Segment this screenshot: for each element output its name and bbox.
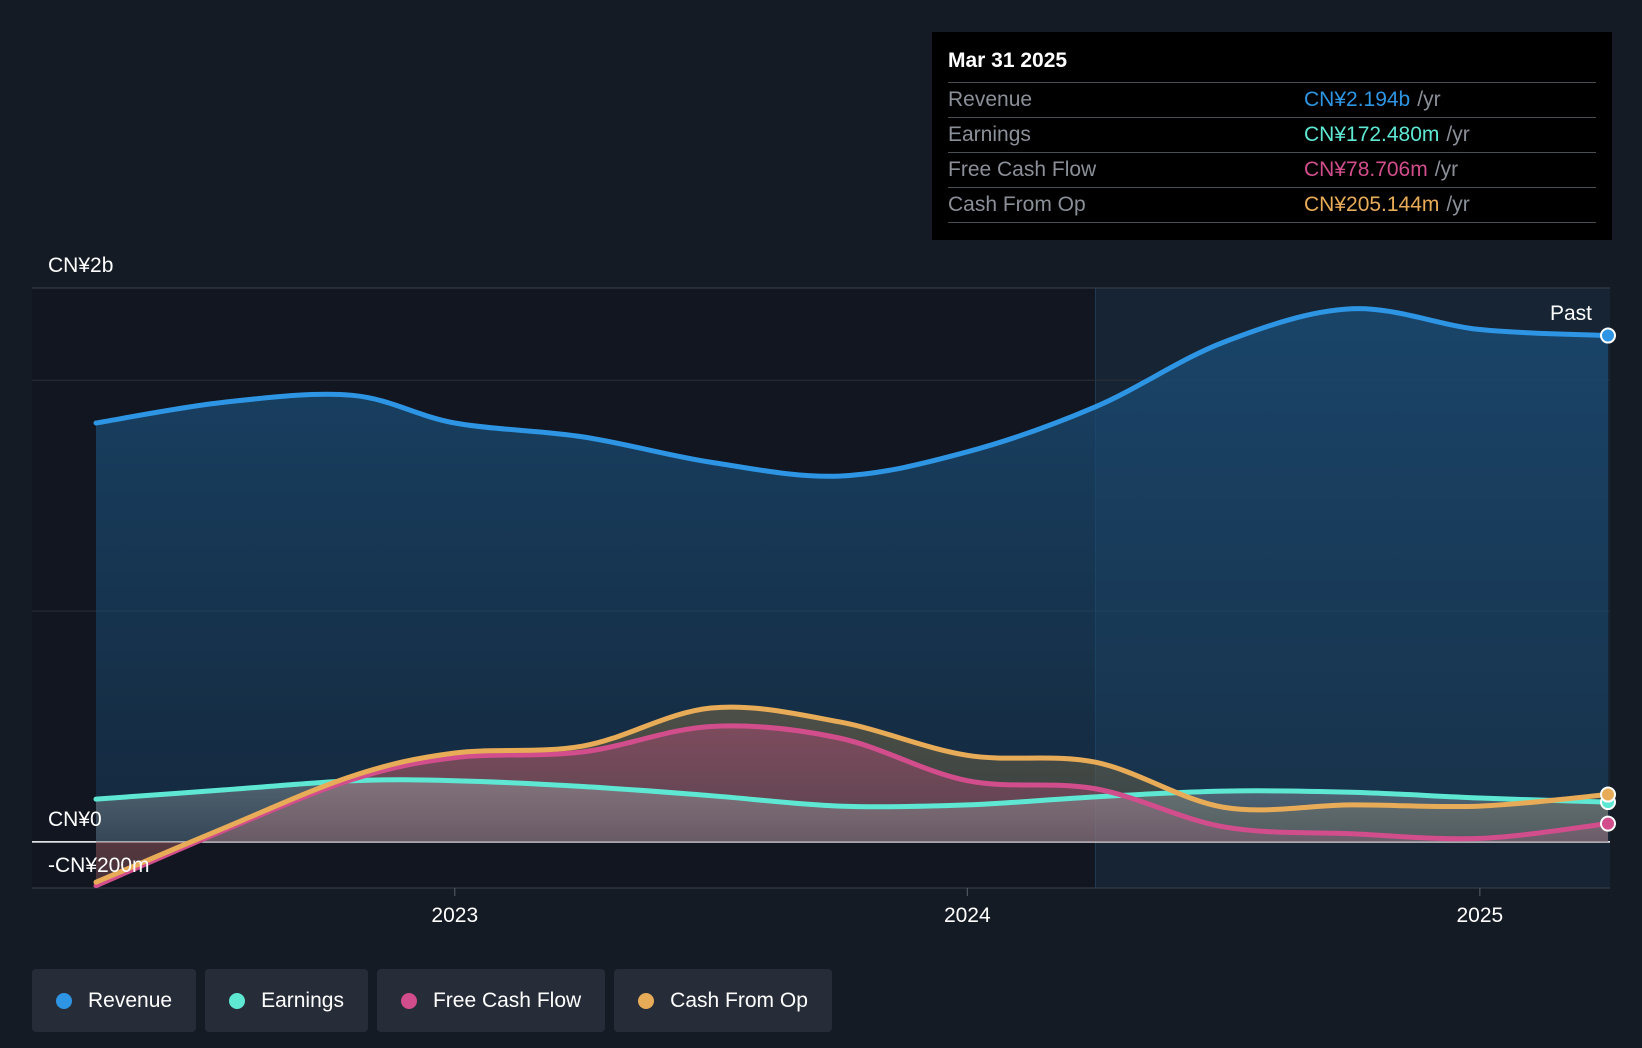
endpoint-revenue xyxy=(1600,327,1616,344)
tooltip-value: CN¥205.144m xyxy=(1304,193,1440,216)
legend-item-earnings[interactable]: Earnings xyxy=(205,969,368,1032)
tooltip-label: Earnings xyxy=(948,123,1031,146)
series-lines xyxy=(93,306,1611,889)
tooltip-label: Free Cash Flow xyxy=(948,158,1097,181)
tooltip-unit: /yr xyxy=(1446,193,1470,216)
past-label: Past xyxy=(1550,302,1592,325)
tooltip-unit: /yr xyxy=(1446,123,1470,146)
tooltip-date: Mar 31 2025 xyxy=(948,49,1068,72)
legend-label: Revenue xyxy=(88,988,173,1012)
legend-label: Free Cash Flow xyxy=(432,988,582,1012)
y-tick-label: CN¥0 xyxy=(48,808,102,831)
x-tick-label: 2023 xyxy=(431,904,478,927)
endpoint-cash-from-op xyxy=(1600,786,1616,803)
legend-label: Cash From Op xyxy=(670,988,808,1012)
y-tick-label: CN¥2b xyxy=(48,254,113,277)
series-endpoints xyxy=(1600,327,1616,832)
tooltip-value: CN¥172.480m xyxy=(1304,123,1440,146)
legend-dot-icon xyxy=(56,992,72,1009)
legend-item-cash-from-op[interactable]: Cash From Op xyxy=(614,969,832,1032)
tooltip: Mar 31 2025 Revenue CN¥2.194b /yr Earnin… xyxy=(932,32,1612,240)
tooltip-unit: /yr xyxy=(1417,88,1441,111)
endpoint-free-cash-flow xyxy=(1600,815,1616,832)
tooltip-label: Cash From Op xyxy=(948,193,1086,216)
tooltip-unit: /yr xyxy=(1434,158,1459,181)
y-tick-label: -CN¥200m xyxy=(48,854,150,877)
x-tick-label: 2025 xyxy=(1457,904,1504,927)
legend-dot-icon xyxy=(229,992,246,1009)
y-axis-labels: CN¥2b CN¥0 -CN¥200m xyxy=(48,254,150,877)
x-tick-label: 2024 xyxy=(944,904,991,927)
legend-dot-icon xyxy=(638,992,655,1009)
area-revenue xyxy=(96,308,1608,842)
tooltip-row-free-cash-flow: Free Cash Flow CN¥78.706m /yr xyxy=(948,152,1596,187)
tooltip-value: CN¥78.706m xyxy=(1304,158,1428,181)
line-cash-from-op xyxy=(93,704,1611,885)
tooltip-label: Revenue xyxy=(948,88,1033,111)
tooltip-row-earnings: Earnings CN¥172.480m /yr xyxy=(948,117,1596,152)
legend-item-free-cash-flow[interactable]: Free Cash Flow xyxy=(376,969,606,1032)
legend: Revenue Earnings Free Cash Flow Cash Fro… xyxy=(32,969,832,1032)
legend-dot-icon xyxy=(400,992,417,1009)
legend-label: Earnings xyxy=(261,988,344,1012)
line-free-cash-flow xyxy=(93,723,1611,889)
tooltip-value: CN¥2.194b xyxy=(1304,88,1411,111)
x-axis-labels: 2023 2024 2025 xyxy=(431,888,1503,927)
legend-item-revenue[interactable]: Revenue xyxy=(32,969,197,1032)
line-revenue xyxy=(93,306,1611,479)
tooltip-row-cash-from-op: Cash From Op CN¥205.144m /yr xyxy=(948,187,1596,223)
tooltip-row-revenue: Revenue CN¥2.194b /yr xyxy=(948,82,1596,117)
